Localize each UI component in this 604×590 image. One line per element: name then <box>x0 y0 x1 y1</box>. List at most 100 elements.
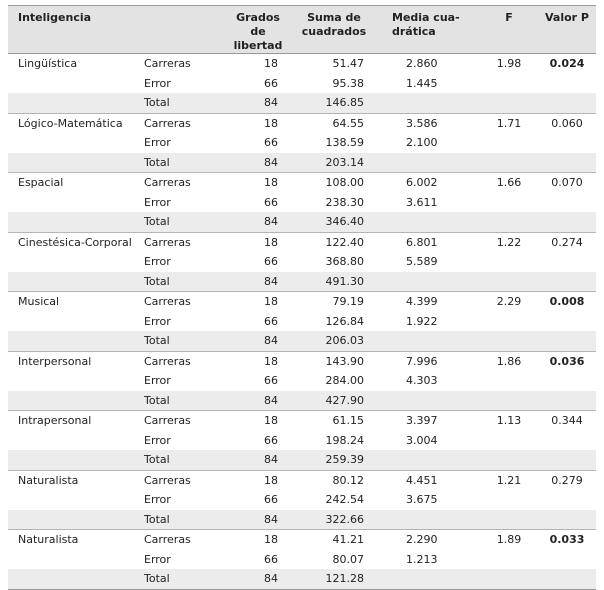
p-cell: 0.033 <box>538 529 596 550</box>
f-cell <box>480 252 538 272</box>
df-cell: 66 <box>264 493 278 506</box>
intelligence-cell <box>8 152 140 173</box>
f-cell: 1.13 <box>480 410 538 431</box>
intelligence-cell <box>8 133 140 153</box>
f-cell <box>480 193 538 213</box>
table-row: Espacial Carreras 18 108.00 6.002 1.66 0.070 <box>8 172 596 193</box>
ms-cell <box>378 152 480 173</box>
table-row: Intrapersonal Carreras 18 61.15 3.397 1.13 0.3… <box>8 410 596 431</box>
source-cell: Total <box>140 212 226 232</box>
df-cell: 66 <box>264 433 278 447</box>
intelligence-cell: Naturalista <box>8 469 140 490</box>
ms-cell: 1.922 <box>406 314 438 328</box>
p-cell: 0.070 <box>538 172 596 193</box>
f-cell: 1.21 <box>480 469 538 490</box>
ss-cell: 126.84 <box>325 314 365 328</box>
table-row: Total 84 259.39 <box>8 450 596 470</box>
table-row: Error 66 138.59 2.100 <box>8 133 596 153</box>
source-cell: Total <box>140 509 226 530</box>
p-cell: 0.060 <box>538 112 596 133</box>
f-cell <box>480 509 538 530</box>
ss-cell: 138.59 <box>325 136 365 149</box>
table-row: Error 66 95.38 1.445 <box>8 74 596 94</box>
ms-cell: 6.801 <box>378 231 480 252</box>
f-cell <box>480 312 538 332</box>
ms-cell: 4.303 <box>406 374 438 387</box>
ss-cell: 346.40 <box>290 212 378 232</box>
ss-cell: 121.28 <box>290 569 378 590</box>
ms-cell: 1.445 <box>406 76 438 90</box>
intelligence-cell <box>8 331 140 351</box>
ms-cell: 2.860 <box>378 53 480 74</box>
f-cell <box>480 271 538 292</box>
source-cell: Error <box>144 314 171 328</box>
table-row: Total 84 346.40 <box>8 212 596 232</box>
ms-cell: 7.996 <box>378 350 480 371</box>
ss-cell: 41.21 <box>290 529 378 550</box>
intelligence-cell <box>8 252 140 272</box>
p-cell: 0.036 <box>538 350 596 371</box>
ss-cell: 80.12 <box>290 469 378 490</box>
table-row: Error 66 126.84 1.922 <box>8 312 596 332</box>
p-cell <box>538 93 596 113</box>
source-cell: Carreras <box>140 172 226 193</box>
intelligence-cell: Espacial <box>8 172 140 193</box>
ms-cell <box>378 271 480 292</box>
source-cell: Error <box>144 76 171 90</box>
intelligence-cell: Musical <box>8 291 140 312</box>
ss-cell: 79.19 <box>290 291 378 312</box>
intelligence-cell: Interpersonal <box>8 350 140 371</box>
table-row: Total 84 146.85 <box>8 93 596 113</box>
ms-cell: 2.290 <box>378 529 480 550</box>
p-cell: 0.279 <box>538 469 596 490</box>
f-cell <box>480 212 538 232</box>
source-cell: Error <box>144 374 171 387</box>
intelligence-cell <box>8 212 140 232</box>
ms-cell: 6.002 <box>378 172 480 193</box>
p-cell: 0.008 <box>538 291 596 312</box>
source-cell: Total <box>140 390 226 411</box>
ss-cell: 203.14 <box>290 152 378 173</box>
intelligence-cell: Cinestésica-Corporal <box>8 231 140 252</box>
source-cell: Total <box>140 152 226 173</box>
p-cell <box>538 431 596 451</box>
ms-cell <box>378 390 480 411</box>
df-cell: 84 <box>226 93 290 113</box>
f-cell <box>480 490 538 510</box>
intelligence-cell: Lingüística <box>8 53 140 74</box>
df-cell: 18 <box>226 410 290 431</box>
ss-cell: 284.00 <box>325 374 365 387</box>
source-cell: Carreras <box>140 529 226 550</box>
f-cell <box>480 431 538 451</box>
df-cell: 66 <box>264 255 278 268</box>
intelligence-cell <box>8 490 140 510</box>
table-body: Lingüística Carreras 18 51.47 2.860 1.98 0.024… <box>8 53 596 590</box>
intelligence-cell: Intrapersonal <box>8 410 140 431</box>
source-cell: Carreras <box>140 231 226 252</box>
ss-cell: 322.66 <box>290 509 378 530</box>
intelligence-cell <box>8 312 140 332</box>
ms-cell <box>378 569 480 590</box>
intelligence-cell <box>8 371 140 391</box>
f-cell <box>480 152 538 173</box>
table-row: Total 84 206.03 <box>8 331 596 351</box>
df-cell: 84 <box>226 271 290 292</box>
table-row: Total 84 121.28 <box>8 569 596 590</box>
table-row: Lingüística Carreras 18 51.47 2.860 1.98 0.024 <box>8 53 596 74</box>
f-cell: 1.71 <box>480 112 538 133</box>
table-row: Error 66 368.80 5.589 <box>8 252 596 272</box>
source-cell: Error <box>144 552 171 566</box>
table-row: Naturalista Carreras 18 80.12 4.451 1.21 0.279 <box>8 469 596 490</box>
df-cell: 84 <box>226 390 290 411</box>
ss-cell: 95.38 <box>332 76 365 90</box>
df-cell: 18 <box>226 350 290 371</box>
table-row: Cinestésica-Corporal Carreras 18 122.40 6.80… <box>8 231 596 252</box>
df-cell: 18 <box>226 53 290 74</box>
f-cell: 1.86 <box>480 350 538 371</box>
ss-cell: 491.30 <box>290 271 378 292</box>
p-cell <box>538 312 596 332</box>
source-cell: Carreras <box>140 53 226 74</box>
ss-cell: 146.85 <box>290 93 378 113</box>
p-cell <box>538 133 596 153</box>
table-row: Interpersonal Carreras 18 143.90 7.996 1.86 0.… <box>8 350 596 371</box>
